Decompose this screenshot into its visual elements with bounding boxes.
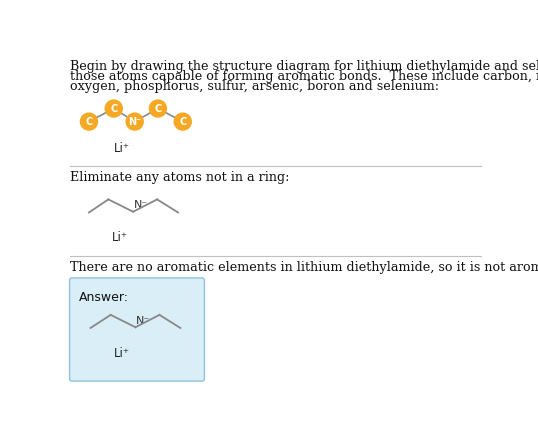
Text: Begin by drawing the structure diagram for lithium diethylamide and selecting: Begin by drawing the structure diagram f… [70,60,538,73]
Text: Li⁺: Li⁺ [114,347,130,360]
Text: Answer:: Answer: [79,291,129,304]
Text: C: C [179,116,186,126]
Text: N⁻: N⁻ [134,200,148,210]
Circle shape [174,113,191,130]
Text: Li⁺: Li⁺ [111,231,128,244]
Text: C: C [154,103,161,113]
Text: N⁻: N⁻ [136,316,151,326]
Circle shape [80,113,97,130]
Text: Li⁺: Li⁺ [114,142,130,155]
Circle shape [126,113,143,130]
Text: C: C [86,116,93,126]
Text: those atoms capable of forming aromatic bonds.  These include carbon, nitrogen,: those atoms capable of forming aromatic … [70,70,538,83]
Circle shape [105,100,122,117]
Text: There are no aromatic elements in lithium diethylamide, so it is not aromatic:: There are no aromatic elements in lithiu… [70,261,538,274]
Text: Eliminate any atoms not in a ring:: Eliminate any atoms not in a ring: [70,171,290,184]
Text: oxygen, phosphorus, sulfur, arsenic, boron and selenium:: oxygen, phosphorus, sulfur, arsenic, bor… [70,80,440,93]
Circle shape [150,100,166,117]
Text: C: C [110,103,117,113]
Text: N⁻: N⁻ [128,116,141,126]
FancyBboxPatch shape [69,278,204,381]
